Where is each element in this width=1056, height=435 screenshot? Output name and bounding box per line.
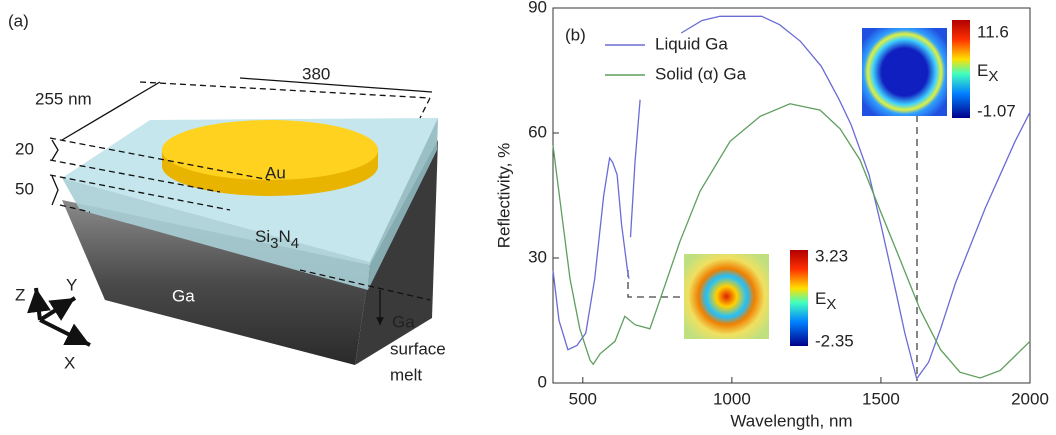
x-tick-label: 1500 [862, 389, 900, 408]
page: (a) 380 255 nm 20 50 Au Si3N4 Ga Ga surf… [0, 0, 1056, 435]
layer-stack [62, 118, 438, 365]
melt-label: surface [390, 339, 446, 358]
colorbar-max: 3.23 [815, 246, 848, 265]
si-thickness: 50 [15, 179, 34, 198]
colorbar-quantity: EX [815, 289, 836, 312]
x-tick-label: 1000 [713, 389, 751, 408]
legend-label: Liquid Ga [655, 34, 728, 53]
melt-label: melt [390, 365, 422, 384]
y-axis-title: Reflectivity, % [494, 143, 513, 249]
au-label: Au [265, 163, 286, 182]
colorbar-max: 11.6 [977, 22, 1009, 41]
depth-label: 255 nm [35, 89, 92, 108]
figure: (a) 380 255 nm 20 50 Au Si3N4 Ga Ga surf… [0, 0, 1056, 435]
axis-label: Z [15, 285, 25, 304]
pointer-lines [628, 115, 917, 381]
width-label: 380 [302, 64, 330, 83]
colorbar-min: -2.35 [815, 331, 854, 350]
melt-label: Ga [392, 312, 415, 331]
axis-label: Y [66, 275, 77, 294]
y-tick-label: 90 [528, 0, 547, 16]
y-tick-label: 30 [528, 247, 547, 266]
x-axis-title: Wavelength, nm [730, 411, 852, 430]
au-thickness: 20 [15, 139, 34, 158]
colorbar-min: -1.07 [977, 101, 1016, 120]
x-tick-label: 500 [569, 389, 597, 408]
y-tick-label: 0 [538, 372, 547, 391]
colorbar-quantity: EX [977, 61, 998, 84]
panel-label: (b) [565, 25, 586, 44]
x-tick-label: 2000 [1011, 389, 1049, 408]
y-tick-label: 60 [528, 122, 547, 141]
ga-label: Ga [172, 286, 195, 305]
axis-label: X [64, 353, 75, 372]
panel-label: (a) [8, 11, 29, 30]
legend-label: Solid (α) Ga [655, 64, 747, 83]
